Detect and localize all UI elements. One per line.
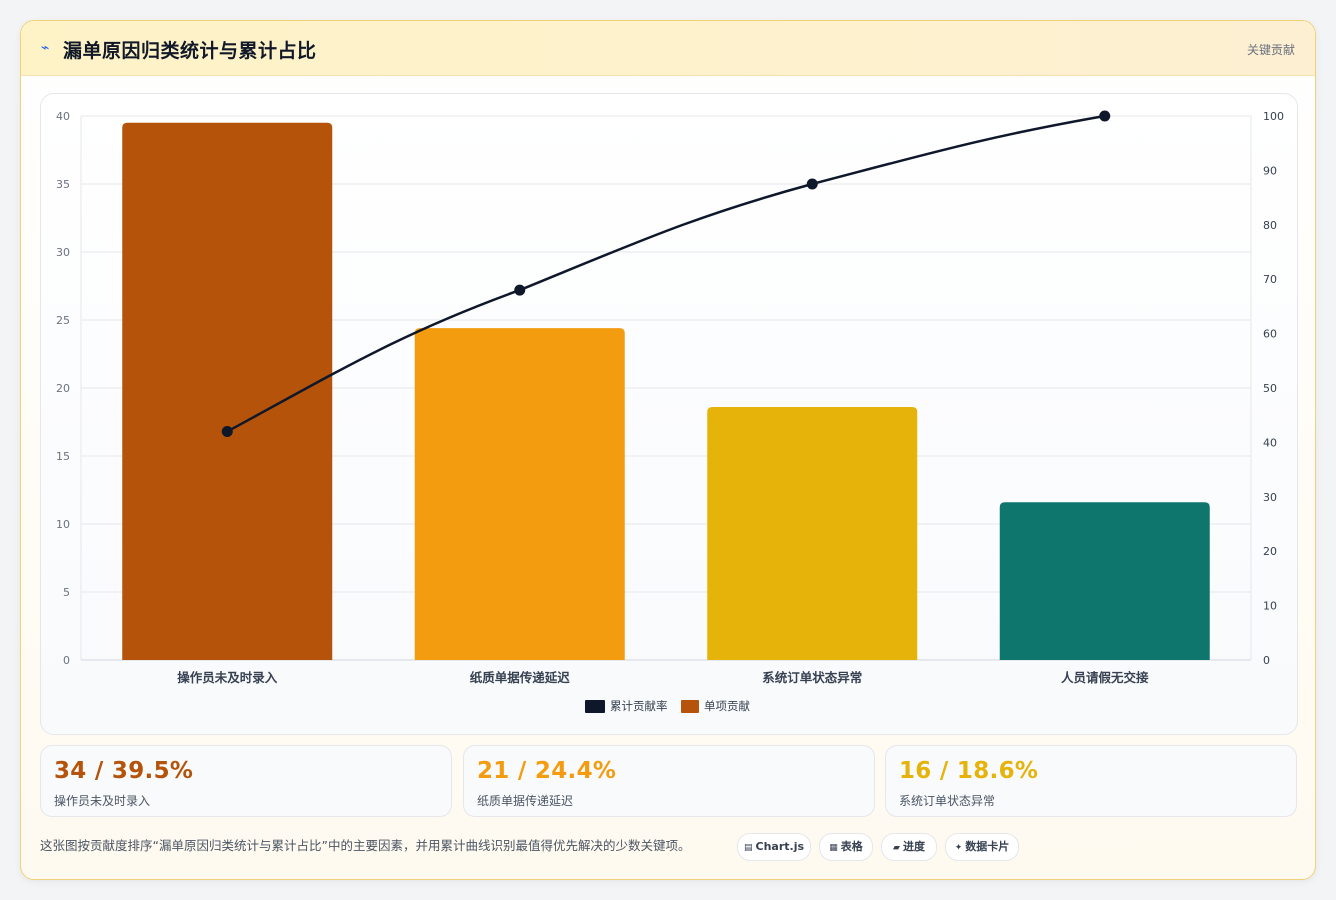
x-tick-label: 纸质单据传递延迟 [470, 670, 571, 685]
y-right-tick-label: 10 [1263, 600, 1277, 613]
y-left-tick-label: 0 [63, 654, 70, 667]
y-left-tick-label: 20 [56, 382, 70, 395]
chart-icon: ▤ [743, 843, 753, 853]
cumulative-line [226, 114, 1105, 433]
stat-label: 纸质单据传递延迟 [477, 794, 574, 808]
cumulative-point [514, 284, 526, 296]
chip-data-cards[interactable]: ✦ 数据卡片 [945, 833, 1019, 861]
footer-note: 这张图按贡献度排序“漏单原因归类统计与累计占比”中的主要因素，并用累计曲线识别最… [40, 838, 691, 853]
x-tick-label: 系统订单状态异常 [762, 670, 862, 685]
card-header: ⌁ 漏单原因归类统计与累计占比 关键贡献 [21, 21, 1315, 76]
bar [414, 328, 625, 660]
chip-table[interactable]: ▦ 表格 [819, 833, 873, 861]
legend-swatch-line [585, 700, 605, 713]
stat-label: 操作员未及时录入 [54, 794, 151, 808]
chip-label: 表格 [840, 840, 863, 853]
chart-panel: 0 5 10 15 20 25 30 35 40 0 10 20 30 40 50 60 70 80 90 100 操作… [40, 93, 1298, 735]
y-left-tick-label: 30 [56, 246, 70, 259]
bar [122, 122, 333, 661]
y-left-tick-label: 15 [56, 450, 70, 463]
y-right-tick-label: 90 [1263, 164, 1277, 177]
page-title: 漏单原因归类统计与累计占比 [63, 40, 317, 62]
lightning-icon: ⌁ [41, 40, 50, 56]
y-right-tick-label: 50 [1263, 382, 1277, 395]
progress-icon: ▰ [893, 843, 900, 853]
pareto-chart: 0 5 10 15 20 25 30 35 40 0 10 20 30 40 50 60 70 80 90 100 操作… [56, 110, 1284, 713]
legend-swatch-bar [681, 700, 699, 713]
y-right-tick-label: 20 [1263, 545, 1277, 558]
cumulative-point [1099, 110, 1111, 122]
y-right-tick-label: 60 [1263, 328, 1277, 341]
stat-card-1: 34 / 39.5% 操作员未及时录入 [40, 745, 452, 817]
y-right-tick-label: 40 [1263, 436, 1277, 449]
y-left-tick-label: 35 [56, 178, 70, 191]
stat-label: 系统订单状态异常 [899, 794, 996, 808]
table-icon: ▦ [829, 843, 838, 853]
bar [999, 502, 1210, 660]
legend-label: 累计贡献率 [610, 699, 668, 713]
bar [707, 407, 918, 660]
chip-label: 数据卡片 [965, 840, 1010, 853]
stat-value: 16 / 18.6% [899, 758, 1039, 784]
chip-chartjs[interactable]: ▤ Chart.js [737, 833, 811, 861]
stat-value: 34 / 39.5% [54, 758, 194, 784]
y-left-tick-label: 25 [56, 314, 70, 327]
y-right-tick-label: 30 [1263, 491, 1277, 504]
y-left-tick-label: 10 [56, 518, 70, 531]
x-tick-label: 操作员未及时录入 [177, 670, 278, 685]
legend-label: 单项贡献 [704, 699, 750, 713]
x-tick-label: 人员请假无交接 [1061, 670, 1149, 685]
y-left-tick-label: 5 [63, 586, 70, 599]
chip-label: 进度 [902, 840, 925, 853]
stat-value: 21 / 24.4% [477, 758, 617, 784]
y-right-tick-label: 80 [1263, 219, 1277, 232]
stat-card-3: 16 / 18.6% 系统订单状态异常 [885, 745, 1297, 817]
y-right-tick-label: 70 [1263, 273, 1277, 286]
header-tag: 关键贡献 [1246, 43, 1295, 57]
y-right-tick-label: 0 [1263, 654, 1270, 667]
chart-card: ⌁ 漏单原因归类统计与累计占比 关键贡献 0 5 10 15 20 25 30 35 40 0 10… [20, 20, 1316, 880]
stat-card-2: 21 / 24.4% 纸质单据传递延迟 [463, 745, 875, 817]
y-left-tick-label: 40 [56, 110, 70, 123]
cumulative-point [806, 178, 818, 190]
y-right-tick-label: 100 [1263, 110, 1284, 123]
chip-label: Chart.js [755, 840, 805, 853]
chip-progress[interactable]: ▰ 进度 [881, 833, 937, 861]
cumulative-point [221, 426, 233, 438]
sparkle-icon: ✦ [954, 843, 963, 853]
